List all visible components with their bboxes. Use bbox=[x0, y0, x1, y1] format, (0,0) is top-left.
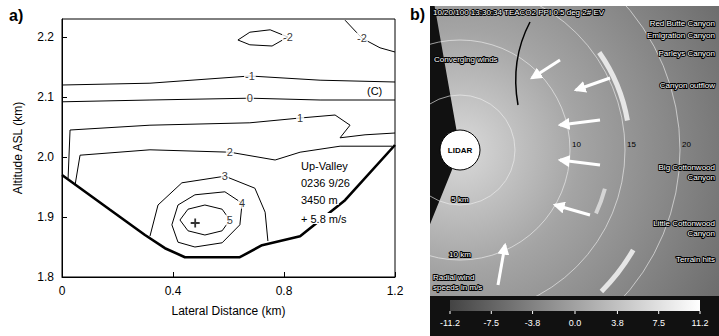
svg-text:5: 5 bbox=[227, 214, 233, 226]
svg-text:Altitude ASL (km): Altitude ASL (km) bbox=[11, 102, 25, 194]
svg-text:b): b) bbox=[410, 6, 425, 23]
svg-text:Terrain hits: Terrain hits bbox=[676, 255, 715, 264]
svg-text:-11.2: -11.2 bbox=[440, 318, 460, 328]
svg-text:10 km: 10 km bbox=[449, 250, 471, 259]
svg-text:15: 15 bbox=[627, 140, 636, 149]
svg-text:0: 0 bbox=[247, 92, 253, 104]
svg-text:speeds in m/s: speeds in m/s bbox=[433, 283, 482, 292]
svg-text:Big Cottonwood: Big Cottonwood bbox=[659, 163, 715, 172]
svg-text:10/20/100 13:30:34 TEACO2 PPI: 10/20/100 13:30:34 TEACO2 PPI 0.5 deg 2#… bbox=[433, 8, 605, 17]
svg-text:(C): (C) bbox=[367, 85, 382, 97]
svg-text:Parleys Canyon: Parleys Canyon bbox=[659, 49, 715, 58]
svg-text:Red Butte Canyon: Red Butte Canyon bbox=[650, 19, 715, 28]
svg-text:5 km: 5 km bbox=[451, 195, 469, 204]
svg-text:0236 9/26: 0236 9/26 bbox=[301, 177, 350, 189]
svg-text:1: 1 bbox=[297, 112, 303, 124]
svg-text:0.8: 0.8 bbox=[276, 284, 293, 298]
svg-text:20: 20 bbox=[682, 140, 691, 149]
svg-text:10: 10 bbox=[572, 140, 581, 149]
svg-text:1.8: 1.8 bbox=[37, 270, 54, 284]
svg-text:1.2: 1.2 bbox=[387, 284, 404, 298]
svg-text:-2: -2 bbox=[357, 32, 367, 44]
svg-text:LIDAR: LIDAR bbox=[448, 146, 473, 155]
svg-text:11.2: 11.2 bbox=[692, 318, 709, 328]
svg-text:Canyon: Canyon bbox=[687, 229, 715, 238]
svg-text:0.0: 0.0 bbox=[569, 318, 582, 328]
svg-text:0.4: 0.4 bbox=[165, 284, 182, 298]
svg-text:Lateral Distance (km): Lateral Distance (km) bbox=[171, 304, 285, 318]
svg-text:2.1: 2.1 bbox=[37, 90, 54, 104]
svg-text:a): a) bbox=[9, 7, 23, 24]
svg-text:-7.5: -7.5 bbox=[484, 318, 500, 328]
svg-text:2.0: 2.0 bbox=[37, 150, 54, 164]
svg-text:3: 3 bbox=[222, 170, 228, 182]
svg-text:7.5: 7.5 bbox=[652, 318, 665, 328]
svg-text:Radial wind: Radial wind bbox=[433, 273, 474, 282]
svg-text:Canyon outflow: Canyon outflow bbox=[660, 81, 715, 90]
svg-text:1.9: 1.9 bbox=[37, 210, 54, 224]
svg-text:Little Cottonwood: Little Cottonwood bbox=[653, 219, 715, 228]
svg-text:-3.8: -3.8 bbox=[525, 318, 541, 328]
svg-text:2: 2 bbox=[227, 146, 233, 158]
svg-text:Up-Valley: Up-Valley bbox=[301, 160, 348, 172]
svg-text:3450 m: 3450 m bbox=[301, 194, 338, 206]
svg-text:2.2: 2.2 bbox=[37, 30, 54, 44]
svg-text:4: 4 bbox=[239, 197, 245, 209]
svg-text:Canyon: Canyon bbox=[687, 173, 715, 182]
svg-text:Converging winds: Converging winds bbox=[434, 55, 498, 64]
svg-text:0: 0 bbox=[59, 284, 66, 298]
svg-text:3.8: 3.8 bbox=[611, 318, 624, 328]
svg-text:Emigration Canyon: Emigration Canyon bbox=[647, 31, 715, 40]
svg-text:+ 5.8 m/s: + 5.8 m/s bbox=[301, 213, 347, 225]
svg-text:-2: -2 bbox=[283, 31, 293, 43]
svg-text:-1: -1 bbox=[245, 70, 255, 82]
